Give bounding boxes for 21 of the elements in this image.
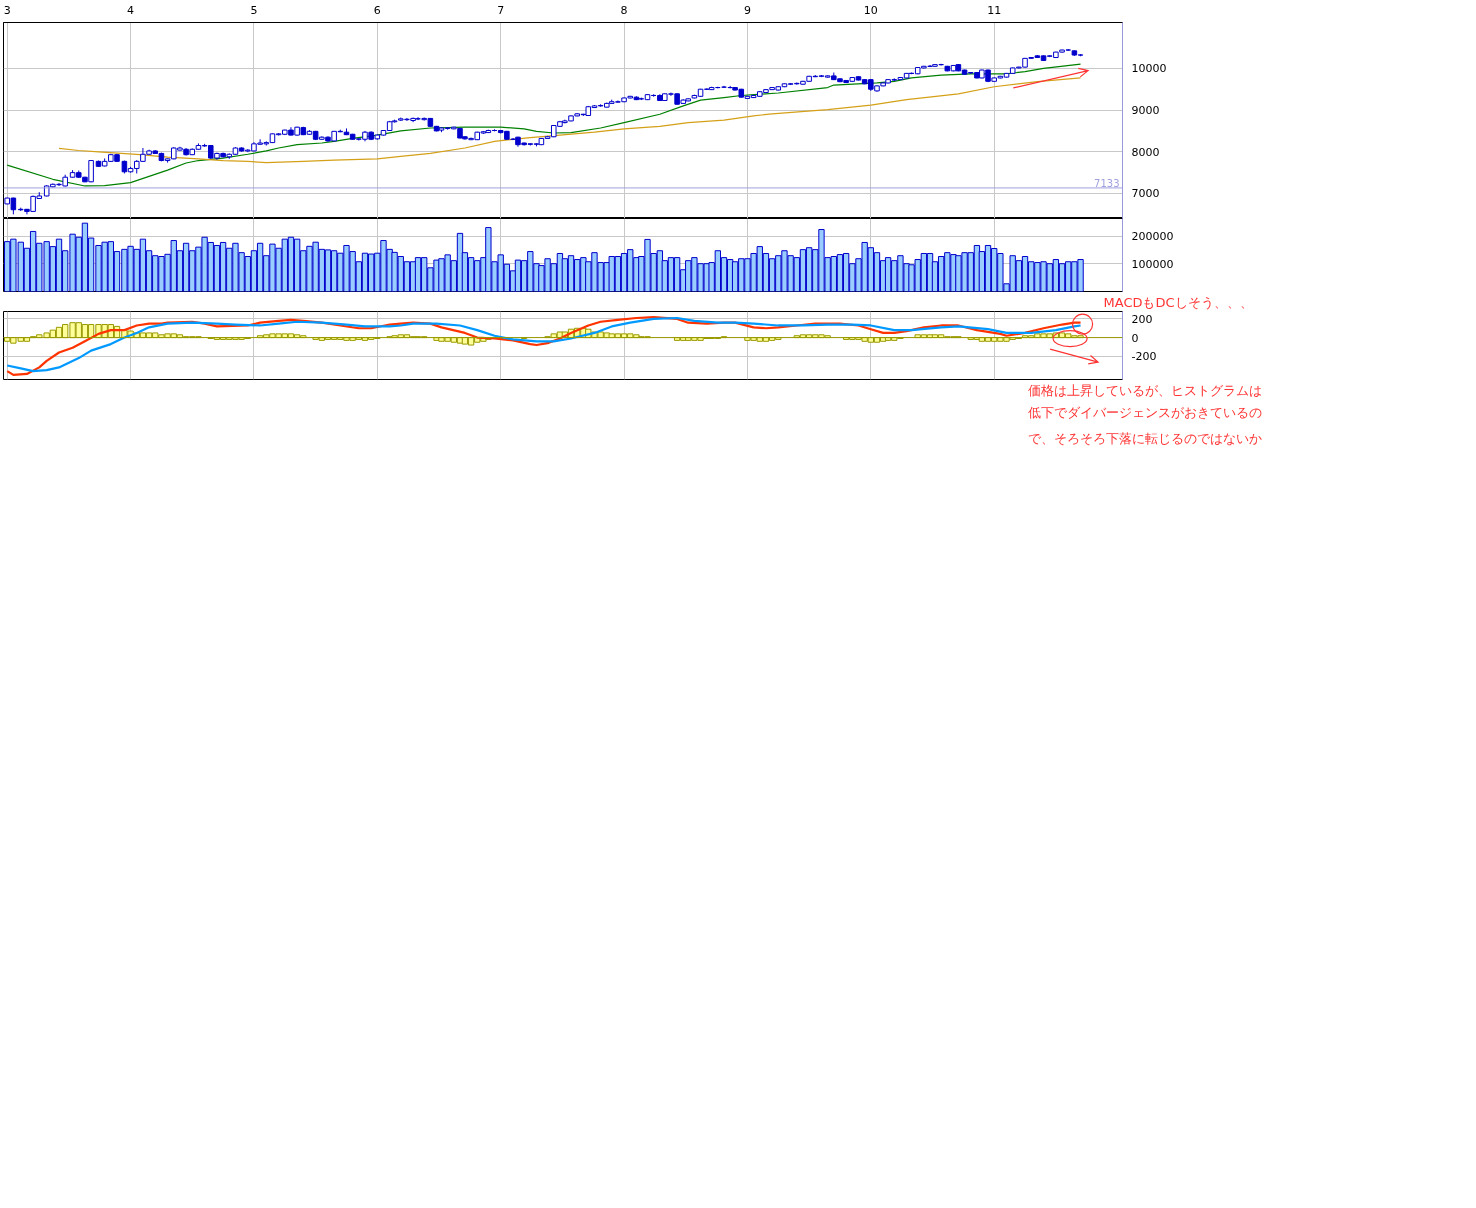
y-tick-label: 200 bbox=[1131, 312, 1153, 326]
x-tick-label: 10 bbox=[863, 3, 878, 17]
x-tick-label: 11 bbox=[987, 3, 1002, 17]
y-tick-label: 9000 bbox=[1131, 104, 1160, 118]
x-tick-label: 5 bbox=[250, 3, 258, 17]
text: MACDもDCしそう、、、 bbox=[1103, 294, 1253, 310]
x-tick-label: 4 bbox=[127, 3, 135, 17]
y-tick-label: 8000 bbox=[1131, 145, 1160, 159]
x-tick-label: 7 bbox=[497, 3, 505, 17]
y-tick-label: 0 bbox=[1131, 331, 1139, 345]
ref-line-label: 7133 bbox=[1094, 177, 1120, 189]
x-tick-label: 6 bbox=[373, 3, 381, 17]
y-tick-label: -200 bbox=[1131, 350, 1157, 364]
x-tick-label: 8 bbox=[620, 3, 628, 17]
y-tick-label: 10000 bbox=[1131, 62, 1167, 76]
x-tick-label: 9 bbox=[743, 3, 751, 17]
y-tick-label: 200000 bbox=[1131, 230, 1174, 244]
y-tick-label: 100000 bbox=[1131, 257, 1174, 271]
y-tick-label: 7000 bbox=[1131, 187, 1160, 201]
text: 価格は上昇しているが、ヒストグラムは低下でダイバージェンスがおきているので、そろそろ下落に転じるのではないか bbox=[1027, 382, 1262, 446]
x-tick-label: 3 bbox=[3, 3, 11, 17]
